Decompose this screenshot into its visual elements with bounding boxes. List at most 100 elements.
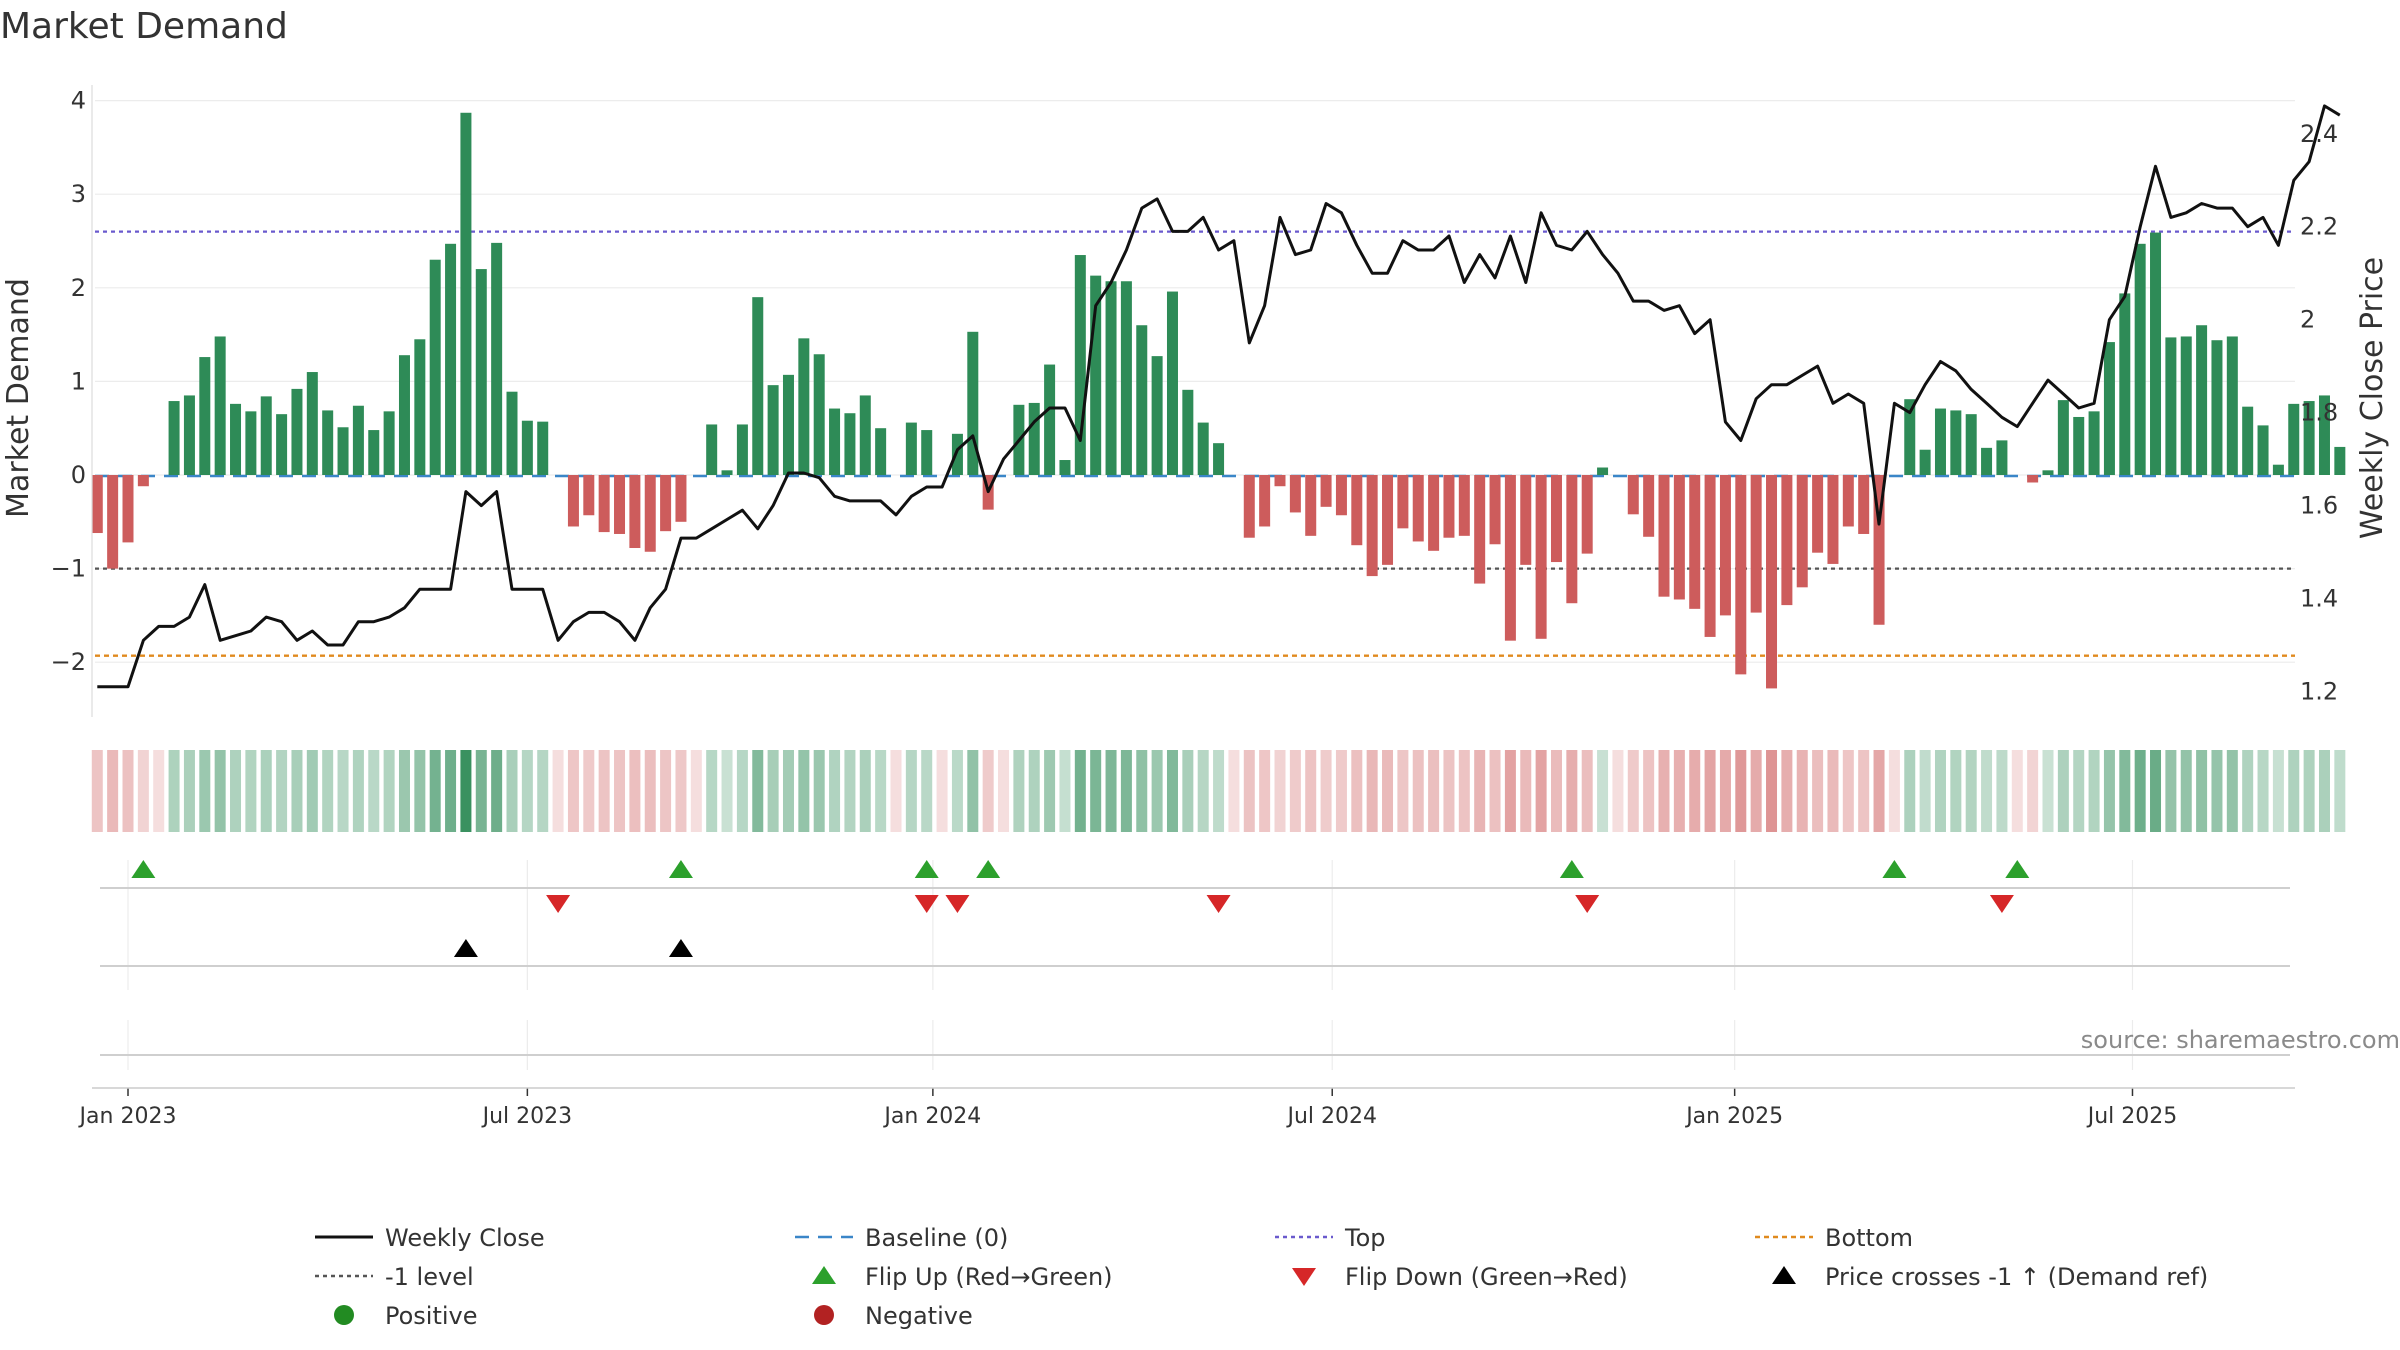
heat-cell: [1597, 750, 1609, 832]
heat-cell: [1627, 750, 1639, 832]
flip-down-marker: [914, 895, 939, 913]
heat-cell: [1581, 750, 1593, 832]
demand-bar: [137, 475, 149, 487]
demand-bar: [1489, 475, 1501, 545]
demand-bar: [1719, 475, 1731, 616]
heat-cell: [122, 750, 134, 832]
heat-cell: [1474, 750, 1486, 832]
demand-bar: [1305, 475, 1317, 536]
demand-bar: [629, 475, 641, 549]
heat-cell: [1151, 750, 1163, 832]
demand-bar: [644, 475, 656, 552]
demand-bar: [1382, 475, 1394, 565]
demand-bar: [260, 396, 272, 475]
heat-cell: [1643, 750, 1655, 832]
heat-cell: [982, 750, 994, 832]
demand-bar: [1689, 475, 1701, 609]
demand-bar: [2303, 401, 2315, 475]
demand-bar: [1090, 275, 1102, 475]
heat-cell: [245, 750, 257, 832]
demand-bar: [1397, 475, 1409, 529]
heat-cell: [644, 750, 656, 832]
demand-bar: [2318, 395, 2330, 475]
heat-cell: [2180, 750, 2192, 832]
demand-bar: [1320, 475, 1332, 507]
demand-bar: [168, 401, 180, 475]
heat-cell: [1812, 750, 1824, 832]
y-axis-label: Market Demand: [1, 278, 36, 518]
demand-bar: [813, 354, 825, 475]
heat-cell: [1566, 750, 1578, 832]
heat-cell: [1166, 750, 1178, 832]
legend-item: Top: [1275, 1224, 1386, 1252]
demand-bar: [1796, 475, 1808, 588]
demand-bar: [1950, 410, 1962, 475]
heat-cell: [951, 750, 963, 832]
y-tick-label: −2: [51, 648, 86, 676]
demand-bar: [2242, 406, 2254, 475]
heat-cell: [230, 750, 242, 832]
heat-cell: [2318, 750, 2330, 832]
demand-bar: [521, 420, 533, 475]
heat-cell: [936, 750, 948, 832]
heat-cell: [2272, 750, 2284, 832]
demand-bar: [1213, 443, 1225, 475]
heat-cell: [967, 750, 979, 832]
demand-bar: [1812, 475, 1824, 553]
flip-down-marker: [945, 895, 970, 913]
heat-cell: [1858, 750, 1870, 832]
demand-bar: [921, 430, 933, 475]
heat-cell: [1489, 750, 1501, 832]
demand-bar: [414, 339, 426, 475]
heat-cell: [1658, 750, 1670, 832]
heat-cell: [1105, 750, 1117, 832]
demand-bar: [1934, 408, 1946, 475]
demand-bar: [1627, 475, 1639, 515]
demand-bar: [1274, 475, 1286, 487]
demand-bar: [214, 336, 226, 475]
demand-heat-strip: [91, 750, 2346, 832]
demand-bar: [1105, 281, 1117, 475]
y-tick-label: 0: [71, 461, 86, 489]
demand-bar: [276, 414, 288, 475]
demand-bar: [2226, 336, 2238, 475]
demand-bar: [1520, 475, 1532, 565]
demand-bar: [967, 331, 979, 475]
flip-up-marker: [1559, 860, 1584, 878]
x-tick-label: Jul 2025: [2086, 1104, 2178, 1129]
heat-cell: [168, 750, 180, 832]
heat-cell: [1305, 750, 1317, 832]
demand-bar: [1074, 255, 1086, 475]
demand-bar: [460, 112, 472, 475]
flip-down-marker: [1206, 895, 1231, 913]
flip-up-marker: [668, 860, 693, 878]
demand-bar: [1904, 399, 1916, 475]
demand-bar: [2288, 403, 2300, 475]
flip-up-marker: [131, 860, 156, 878]
demand-bar: [1028, 402, 1040, 475]
heat-cell: [736, 750, 748, 832]
heat-cell: [1289, 750, 1301, 832]
heat-cell: [1520, 750, 1532, 832]
heat-cell: [1781, 750, 1793, 832]
demand-bar: [905, 422, 917, 475]
flip-up-marker: [1882, 860, 1907, 878]
y2-tick-label: 2.4: [2300, 120, 2338, 148]
demand-bar: [2272, 464, 2284, 475]
heat-cell: [2196, 750, 2208, 832]
heat-cell: [1735, 750, 1747, 832]
demand-bar: [122, 475, 134, 543]
demand-bar: [368, 430, 380, 475]
heat-cell: [2242, 750, 2254, 832]
demand-bar: [1550, 475, 1562, 563]
legend-swatch: [814, 1305, 834, 1325]
demand-bar: [322, 410, 334, 475]
axes: −2 −1 0 1 2 3 4 1.2 1.4 1.6 1.8 2 2.2 2.4 Jan 2023 Jul …: [51, 85, 2338, 1129]
heat-cell: [1120, 750, 1132, 832]
y2-tick-label: 1.8: [2300, 399, 2338, 427]
demand-bar: [1643, 475, 1655, 537]
demand-bar: [2088, 411, 2100, 475]
heat-cell: [521, 750, 533, 832]
flip-up-marker: [2005, 860, 2030, 878]
demand-bar: [1766, 475, 1778, 689]
